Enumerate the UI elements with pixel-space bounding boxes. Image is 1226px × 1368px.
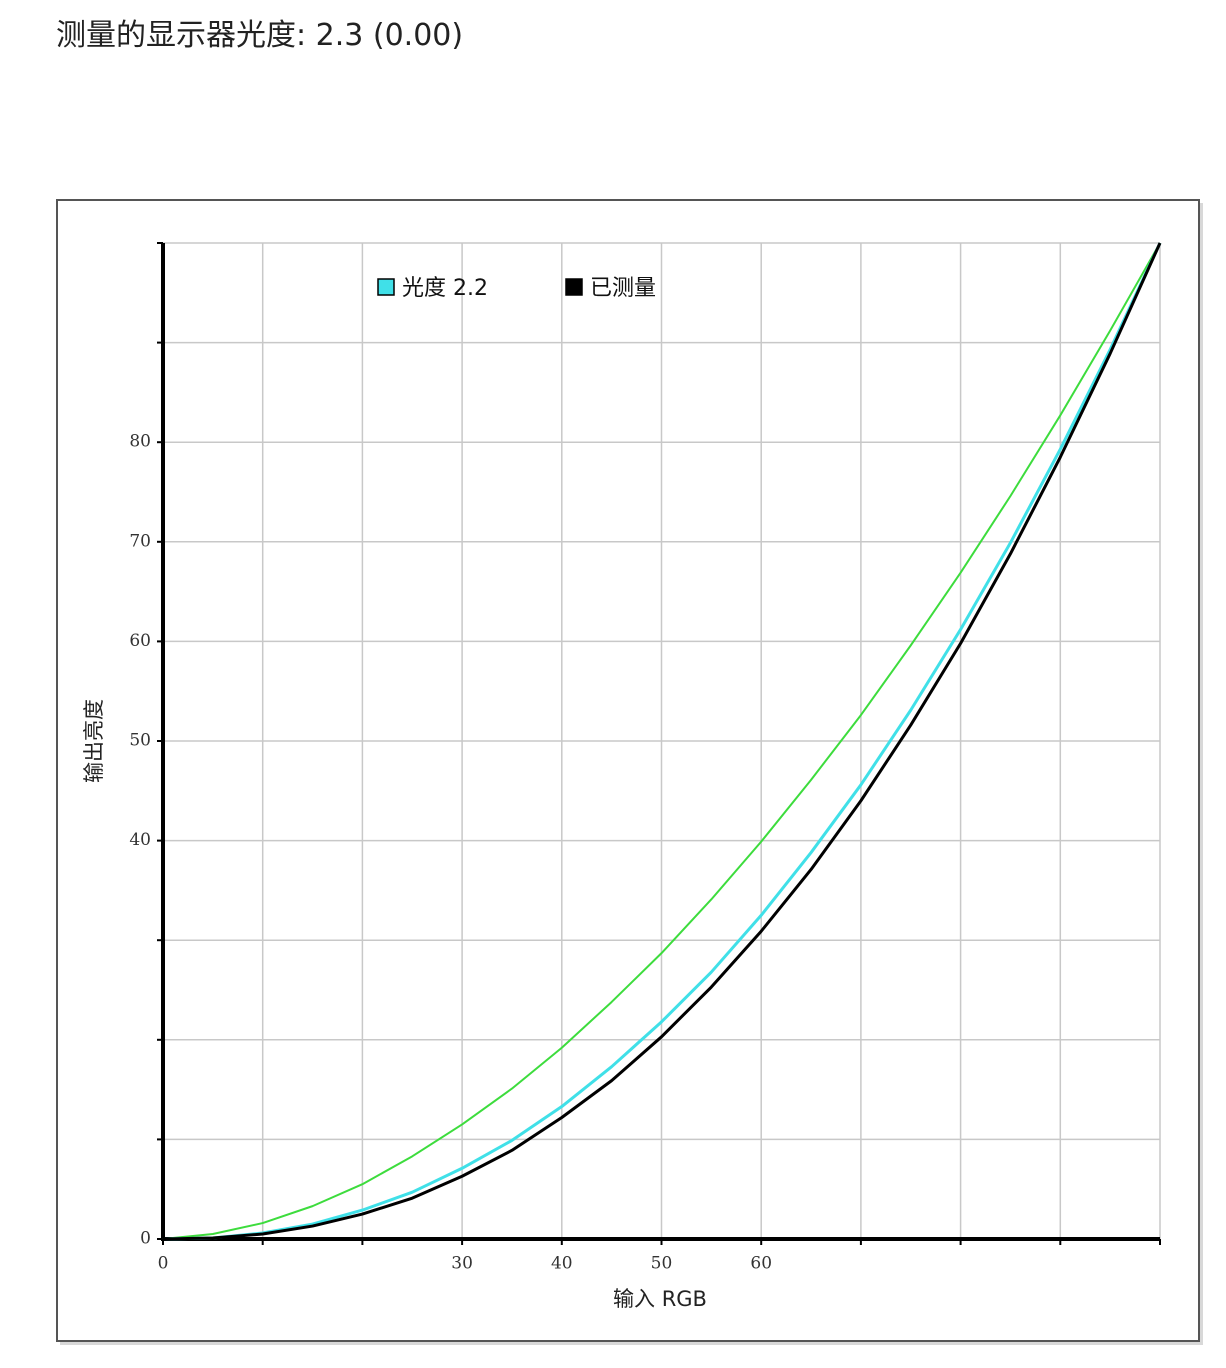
y-tick-label: 40 <box>129 830 151 850</box>
legend-swatch <box>377 278 395 296</box>
legend-label: 已测量 <box>590 276 656 301</box>
x-tick-label: 30 <box>451 1254 473 1274</box>
y-tick-label: 70 <box>129 531 151 551</box>
page-title: 测量的显示器光度: 2.3 (0.00) <box>56 18 464 53</box>
chart-frame <box>56 199 1200 1342</box>
series-line <box>162 242 1161 1240</box>
y-tick-label: 0 <box>140 1229 151 1249</box>
x-tick-label: 0 <box>158 1254 169 1274</box>
x-axis-label: 输入 RGB <box>613 1287 707 1311</box>
y-axis-label: 输出亮度 <box>82 699 106 783</box>
legend-swatch <box>565 278 583 296</box>
x-tick-label: 60 <box>750 1254 772 1274</box>
series-line <box>162 242 1162 1241</box>
y-tick-label: 60 <box>129 631 151 651</box>
plot-area: 0 40 50 60 70 80 0 30 40 50 60 光度 2.2 已测量 <box>129 242 1162 1274</box>
x-tick-label: 40 <box>551 1254 573 1274</box>
x-tick-label: 50 <box>651 1254 673 1274</box>
legend-label: 光度 2.2 <box>402 276 488 301</box>
series-line <box>162 242 1162 1241</box>
y-tick-label: 50 <box>129 731 151 751</box>
y-tick-label: 80 <box>129 432 151 452</box>
